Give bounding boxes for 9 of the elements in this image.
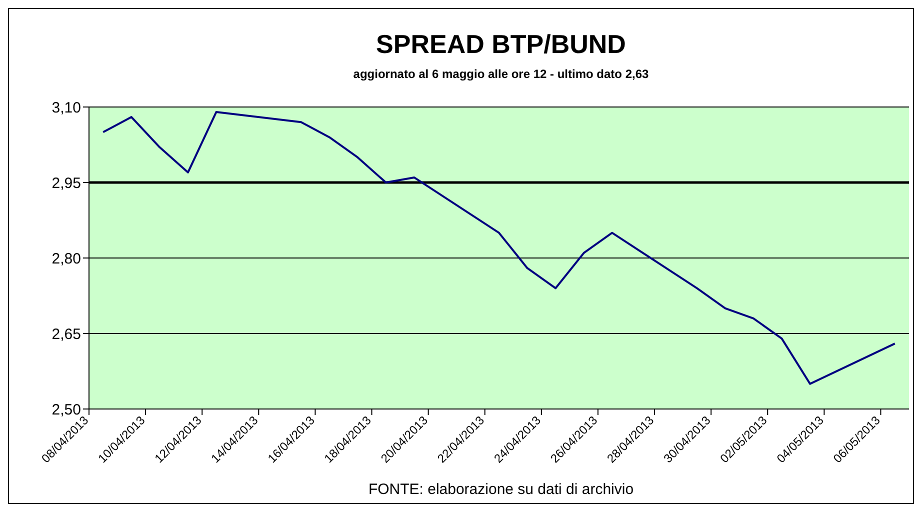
y-tick-label: 2,50 (52, 401, 81, 418)
y-tick-label: 2,95 (52, 174, 81, 192)
chart-title: SPREAD BTP/BUND (375, 29, 627, 60)
line-series (102, 111, 896, 385)
y-tick-label: 2,65 (52, 326, 81, 343)
y-tick-label: 2,80 (52, 250, 81, 268)
source-note: FONTE: elaborazione su dati di archivio (367, 481, 635, 498)
chart-subtitle: aggiornato al 6 maggio alle ore 12 - ultimo dato 2,63 (352, 67, 650, 81)
y-tick-label: 3,10 (52, 99, 81, 116)
